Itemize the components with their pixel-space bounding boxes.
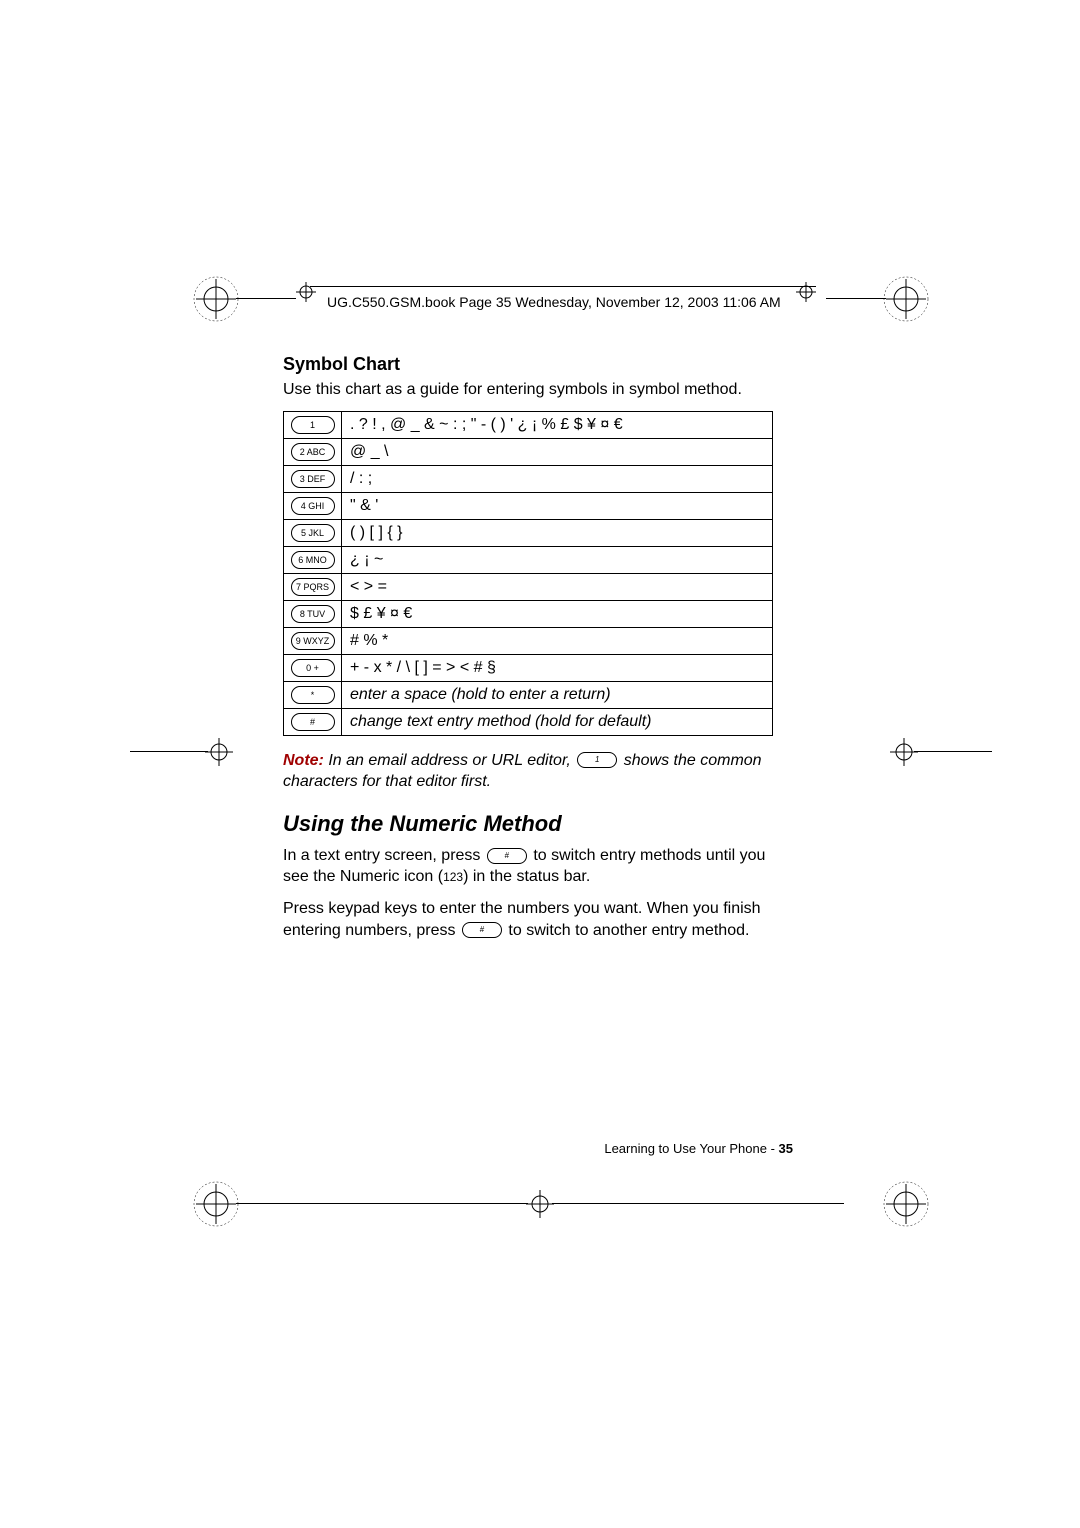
symbols-cell: / : ; [342, 465, 773, 492]
symbol-chart-table: 1 . ? ! , @ _ & ~ : ; " - ( ) ' ¿ ¡ % £ $… [283, 411, 773, 736]
line-mid-l [130, 751, 208, 752]
key-cell: 5 JKL [284, 519, 342, 546]
table-row: 6 MNO ¿ ¡ ~ [284, 546, 773, 573]
keypad-key-icon: 2 ABC [291, 443, 335, 461]
keypad-key-icon: 9 WXYZ [291, 632, 335, 650]
symbols-cell: " & ' [342, 492, 773, 519]
keypad-key-icon: # [291, 713, 335, 731]
keypad-key-icon: 4 GHI [291, 497, 335, 515]
keypad-key-icon: 6 MNO [291, 551, 335, 569]
table-row: 9 WXYZ # % * [284, 627, 773, 654]
line-bot-r [552, 1203, 844, 1204]
reg-mark-mr [890, 738, 918, 766]
keypad-key-icon: 0 + [291, 659, 335, 677]
key-cell: 0 + [284, 654, 342, 681]
reg-small-hr [796, 282, 816, 302]
table-row: * enter a space (hold to enter a return) [284, 681, 773, 708]
table-row: 2 ABC @ _ \ [284, 438, 773, 465]
keypad-key-icon: * [291, 686, 335, 704]
table-row: 1 . ? ! , @ _ & ~ : ; " - ( ) ' ¿ ¡ % £ $… [284, 411, 773, 438]
content: Symbol Chart Use this chart as a guide f… [283, 354, 793, 951]
reg-mark-mb [526, 1190, 554, 1218]
key-cell: 4 GHI [284, 492, 342, 519]
keypad-key-icon: 5 JKL [291, 524, 335, 542]
keypad-key-icon: 3 DEF [291, 470, 335, 488]
table-row: 5 JKL ( ) [ ] { } [284, 519, 773, 546]
note-text: Note: In an email address or URL editor,… [283, 750, 793, 793]
key-cell: 6 MNO [284, 546, 342, 573]
section-intro: Use this chart as a guide for entering s… [283, 379, 793, 401]
numeric-p1: In a text entry screen, press # to switc… [283, 845, 793, 888]
key-cell: 8 TUV [284, 600, 342, 627]
table-row: 4 GHI " & ' [284, 492, 773, 519]
symbols-cell: ( ) [ ] { } [342, 519, 773, 546]
numeric-p2: Press keypad keys to enter the numbers y… [283, 898, 793, 941]
symbols-cell: $ £ ¥ ¤ € [342, 600, 773, 627]
symbols-cell: . ? ! , @ _ & ~ : ; " - ( ) ' ¿ ¡ % £ $ … [342, 411, 773, 438]
symbols-cell: @ _ \ [342, 438, 773, 465]
reg-small-hl [296, 282, 316, 302]
key-1-inline: 1 [577, 752, 617, 768]
reg-mark-ml [205, 738, 233, 766]
table-row: # change text entry method (hold for defa… [284, 708, 773, 735]
symbols-cell: # % * [342, 627, 773, 654]
key-cell: 1 [284, 411, 342, 438]
keypad-key-icon: 1 [291, 416, 335, 434]
page-header: UG.C550.GSM.book Page 35 Wednesday, Nove… [327, 294, 781, 310]
keypad-key-icon: 8 TUV [291, 605, 335, 623]
key-cell: 3 DEF [284, 465, 342, 492]
reg-mark-bl [192, 1180, 240, 1228]
section-title: Symbol Chart [283, 354, 793, 375]
symbols-cell: enter a space (hold to enter a return) [342, 681, 773, 708]
key-cell: 9 WXYZ [284, 627, 342, 654]
line-top [236, 298, 296, 299]
symbols-cell: ¿ ¡ ~ [342, 546, 773, 573]
symbols-cell: + - x * / \ [ ] = > < # § [342, 654, 773, 681]
numeric-title: Using the Numeric Method [283, 811, 793, 837]
symbols-cell: change text entry method (hold for defau… [342, 708, 773, 735]
keypad-key-icon: 7 PQRS [291, 578, 335, 596]
footer: Learning to Use Your Phone - 35 [283, 1141, 793, 1156]
line-mid-r [914, 751, 992, 752]
table-row: 0 + + - x * / \ [ ] = > < # § [284, 654, 773, 681]
key-hash-inline: # [487, 848, 527, 864]
key-cell: # [284, 708, 342, 735]
key-cell: 2 ABC [284, 438, 342, 465]
table-row: 3 DEF / : ; [284, 465, 773, 492]
table-row: 7 PQRS < > = [284, 573, 773, 600]
key-cell: 7 PQRS [284, 573, 342, 600]
reg-mark-tl [192, 275, 240, 323]
key-cell: * [284, 681, 342, 708]
table-row: 8 TUV $ £ ¥ ¤ € [284, 600, 773, 627]
reg-mark-tr [882, 275, 930, 323]
key-hash-inline-2: # [462, 922, 502, 938]
note-label: Note: [283, 752, 324, 769]
line-top-r [826, 298, 886, 299]
line-bot-l [236, 1203, 528, 1204]
reg-mark-br [882, 1180, 930, 1228]
header-rule [310, 286, 816, 287]
symbols-cell: < > = [342, 573, 773, 600]
